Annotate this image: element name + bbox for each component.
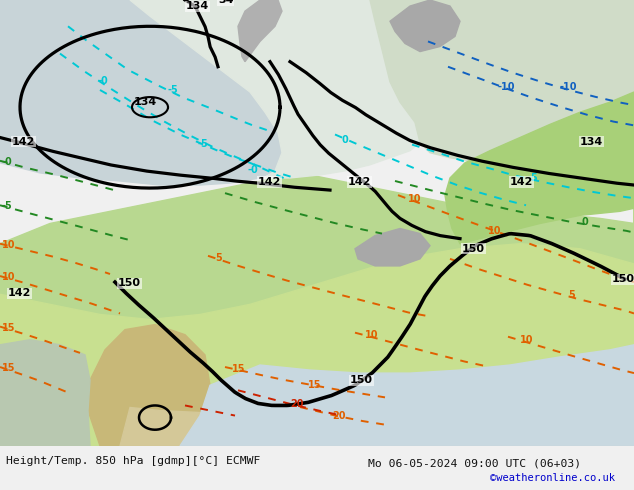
Text: 142: 142 — [510, 177, 533, 187]
Text: 10: 10 — [488, 225, 501, 236]
Polygon shape — [120, 385, 634, 446]
Text: -5: -5 — [168, 85, 179, 95]
Text: 5: 5 — [215, 253, 222, 263]
Text: -0: -0 — [98, 76, 109, 86]
Polygon shape — [370, 0, 634, 163]
Text: 142: 142 — [348, 177, 372, 187]
Polygon shape — [0, 0, 634, 446]
Text: 150: 150 — [612, 274, 634, 284]
Text: 15: 15 — [232, 364, 245, 374]
Text: 150: 150 — [350, 375, 373, 385]
Text: 142: 142 — [12, 137, 36, 147]
Text: 15: 15 — [2, 322, 15, 333]
Text: 10: 10 — [2, 240, 15, 250]
Polygon shape — [0, 0, 290, 185]
Text: 34: 34 — [218, 0, 233, 5]
Text: -5: -5 — [198, 139, 209, 148]
Polygon shape — [0, 244, 634, 446]
Text: Height/Temp. 850 hPa [gdmp][°C] ECMWF: Height/Temp. 850 hPa [gdmp][°C] ECMWF — [6, 456, 261, 466]
Text: -0: -0 — [2, 157, 13, 167]
Text: -5: -5 — [2, 201, 13, 211]
Text: 15: 15 — [2, 363, 15, 373]
Text: 20: 20 — [290, 399, 304, 410]
Text: 0: 0 — [342, 135, 349, 145]
Text: 5: 5 — [568, 290, 575, 300]
Text: 142: 142 — [8, 288, 31, 298]
Text: 134: 134 — [580, 137, 603, 147]
Text: Mo 06-05-2024 09:00 UTC (06+03): Mo 06-05-2024 09:00 UTC (06+03) — [368, 458, 581, 468]
Text: 150: 150 — [462, 244, 485, 254]
Polygon shape — [130, 0, 420, 178]
Polygon shape — [355, 228, 430, 266]
Text: -0: -0 — [248, 165, 259, 175]
Text: 10: 10 — [365, 330, 378, 340]
Polygon shape — [180, 345, 634, 446]
Polygon shape — [0, 340, 90, 446]
Text: 20: 20 — [332, 411, 346, 420]
Polygon shape — [238, 0, 282, 62]
Polygon shape — [88, 324, 210, 446]
Text: 150: 150 — [118, 278, 141, 288]
Polygon shape — [390, 0, 460, 51]
Text: -10: -10 — [560, 82, 578, 92]
Text: 10: 10 — [2, 272, 15, 282]
Text: 142: 142 — [258, 177, 281, 187]
Text: ©weatheronline.co.uk: ©weatheronline.co.uk — [490, 473, 615, 483]
Text: -10: -10 — [498, 82, 515, 92]
Text: 134: 134 — [186, 1, 209, 11]
Text: -5: -5 — [528, 173, 539, 183]
Text: 0: 0 — [582, 218, 589, 227]
Polygon shape — [445, 92, 634, 244]
Text: 10: 10 — [520, 335, 533, 345]
Text: 15: 15 — [308, 380, 321, 390]
Text: 134: 134 — [133, 97, 157, 107]
Text: 10: 10 — [408, 194, 422, 204]
